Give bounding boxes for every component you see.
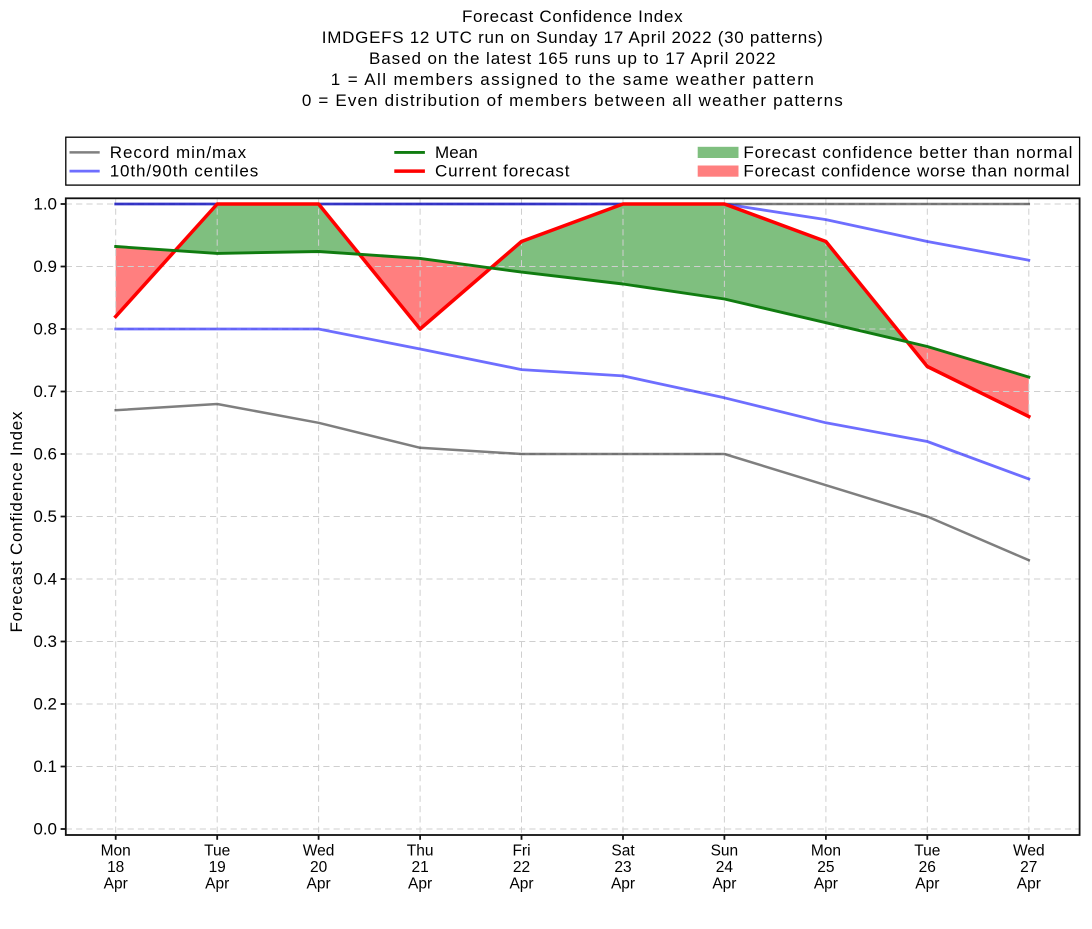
svg-text:20: 20 bbox=[310, 859, 328, 876]
svg-text:Sat: Sat bbox=[611, 843, 635, 860]
svg-text:0.2: 0.2 bbox=[33, 695, 57, 714]
svg-text:Sun: Sun bbox=[711, 843, 739, 860]
svg-text:26: 26 bbox=[919, 859, 936, 876]
svg-text:24: 24 bbox=[716, 859, 734, 876]
svg-text:Apr: Apr bbox=[307, 875, 331, 892]
svg-text:0.6: 0.6 bbox=[33, 445, 57, 464]
svg-text:Forecast confidence worse than: Forecast confidence worse than normal bbox=[743, 162, 1069, 181]
svg-text:0.3: 0.3 bbox=[33, 632, 57, 651]
svg-text:Tue: Tue bbox=[204, 843, 230, 860]
svg-text:0.4: 0.4 bbox=[33, 570, 57, 589]
svg-text:0.0: 0.0 bbox=[33, 820, 57, 839]
svg-text:Tue: Tue bbox=[914, 843, 940, 860]
svg-text:Apr: Apr bbox=[408, 875, 432, 892]
svg-text:Wed: Wed bbox=[1013, 843, 1045, 860]
svg-text:Thu: Thu bbox=[407, 843, 434, 860]
svg-text:Forecast Confidence Index: Forecast Confidence Index bbox=[462, 7, 683, 26]
svg-text:22: 22 bbox=[513, 859, 530, 876]
svg-text:Apr: Apr bbox=[915, 875, 939, 892]
svg-text:Mon: Mon bbox=[101, 843, 131, 860]
svg-text:27: 27 bbox=[1020, 859, 1037, 876]
svg-text:21: 21 bbox=[411, 859, 428, 876]
svg-text:Record min/max: Record min/max bbox=[110, 143, 247, 162]
svg-text:0.1: 0.1 bbox=[33, 757, 57, 776]
svg-text:19: 19 bbox=[209, 859, 226, 876]
svg-text:Apr: Apr bbox=[1017, 875, 1041, 892]
svg-text:Wed: Wed bbox=[303, 843, 335, 860]
svg-text:23: 23 bbox=[614, 859, 631, 876]
svg-text:Current forecast: Current forecast bbox=[435, 162, 570, 181]
svg-text:0.5: 0.5 bbox=[33, 507, 57, 526]
svg-text:Mean: Mean bbox=[435, 143, 478, 162]
svg-text:18: 18 bbox=[107, 859, 124, 876]
svg-text:10th/90th centiles: 10th/90th centiles bbox=[110, 162, 259, 181]
svg-text:Apr: Apr bbox=[611, 875, 635, 892]
svg-text:Apr: Apr bbox=[712, 875, 736, 892]
svg-text:Apr: Apr bbox=[814, 875, 838, 892]
svg-text:Apr: Apr bbox=[205, 875, 229, 892]
svg-text:Mon: Mon bbox=[811, 843, 841, 860]
svg-text:IMDGEFS 12 UTC run on Sunday 1: IMDGEFS 12 UTC run on Sunday 17 April 20… bbox=[322, 28, 823, 47]
svg-text:0.8: 0.8 bbox=[33, 320, 57, 339]
svg-text:Forecast Confidence Index: Forecast Confidence Index bbox=[7, 411, 26, 633]
svg-text:0.9: 0.9 bbox=[33, 257, 57, 276]
svg-text:Apr: Apr bbox=[104, 875, 128, 892]
svg-text:Forecast confidence better tha: Forecast confidence better than normal bbox=[743, 143, 1072, 162]
svg-text:1 = All members assigned to th: 1 = All members assigned to the same wea… bbox=[331, 70, 814, 89]
svg-text:25: 25 bbox=[817, 859, 834, 876]
svg-text:Fri: Fri bbox=[512, 843, 530, 860]
svg-text:1.0: 1.0 bbox=[33, 195, 57, 214]
svg-text:0 = Even distribution of membe: 0 = Even distribution of members between… bbox=[302, 91, 843, 110]
svg-text:Based on the latest 165 runs u: Based on the latest 165 runs up to 17 Ap… bbox=[369, 49, 776, 68]
svg-text:0.7: 0.7 bbox=[33, 382, 57, 401]
svg-text:Apr: Apr bbox=[509, 875, 533, 892]
